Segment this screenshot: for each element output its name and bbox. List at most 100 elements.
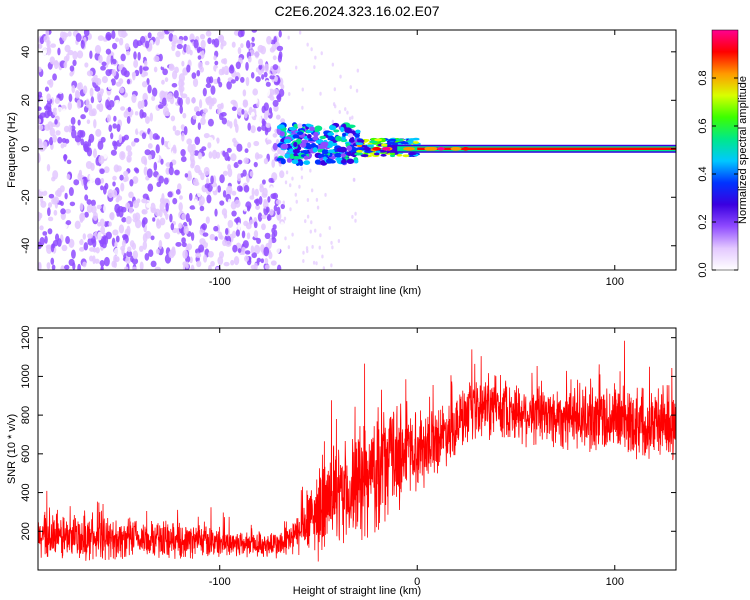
spectrogram-cell — [319, 143, 328, 149]
spectrogram-cell — [214, 236, 218, 242]
spectrogram-y-axis-title: Frequency (Hz) — [6, 112, 18, 188]
spectrogram-cell — [251, 252, 257, 259]
spectrogram-cell — [140, 155, 147, 165]
spectrogram-cell — [298, 184, 301, 189]
spectrogram-cell — [251, 30, 258, 33]
spectrogram-cell — [374, 138, 383, 142]
spectrogram-cell — [246, 205, 251, 212]
spectrogram-cell — [220, 42, 224, 50]
snr-series-line — [38, 340, 676, 562]
spectrogram-cell — [221, 124, 228, 130]
spectrogram-cell — [200, 117, 206, 126]
spectrogram-cell — [39, 237, 45, 246]
spectrogram-cell — [278, 124, 285, 129]
spectrogram-cell — [98, 54, 103, 64]
spectrogram-cell — [285, 170, 289, 175]
spectrogram-cell — [297, 131, 304, 136]
spectrogram-cell — [253, 230, 259, 238]
spectrogram-cell — [330, 240, 333, 245]
spectrogram-cell — [38, 140, 44, 149]
spectrogram-cell — [263, 157, 269, 165]
spectrogram-cell — [403, 146, 415, 151]
spectrogram-cell — [110, 149, 117, 156]
spectrogram-cell — [326, 144, 333, 149]
spectrogram-cell — [253, 97, 258, 104]
spectrogram-cell — [239, 36, 243, 44]
spectrogram-cell — [275, 199, 282, 205]
spectrogram-cell — [250, 125, 256, 134]
spectrogram-cell — [78, 247, 85, 252]
spectrogram-cell — [289, 153, 294, 160]
spectrogram-cell — [264, 264, 270, 270]
spectrogram-cell — [230, 79, 236, 84]
spectrogram-cells — [38, 30, 676, 270]
spectrogram-cell — [327, 132, 335, 136]
spectrogram-cell — [315, 139, 322, 144]
spectrogram-cell — [347, 133, 354, 138]
spectrogram-cell — [57, 47, 61, 56]
spectrogram-cell — [218, 231, 223, 240]
spectrogram-cell — [142, 240, 148, 250]
spectrogram-cell — [387, 138, 397, 142]
spectrogram-cell — [184, 173, 189, 178]
snr-panel: -100 0 100 200 400 600 800 1000 1200 Height of … — [6, 325, 677, 597]
spectrogram-cell — [211, 139, 217, 147]
spectrogram-cell — [235, 229, 240, 237]
spectrogram-cell — [45, 57, 50, 64]
spectrogram-cell — [291, 159, 299, 165]
spectrogram-cell — [123, 170, 129, 177]
spectrogram-cell — [96, 92, 102, 102]
colorbar-tick-label: 0.8 — [697, 70, 709, 85]
spectrogram-cell — [132, 176, 139, 184]
spectrogram-cell — [307, 133, 312, 139]
spectrogram-cell — [264, 258, 269, 265]
spectrogram-cell — [159, 217, 166, 226]
spectrogram-cell — [163, 177, 169, 185]
spectrogram-cell — [99, 88, 104, 95]
spectrogram-cell — [65, 220, 72, 226]
spectrogram-cell — [301, 105, 304, 110]
spectrogram-cell — [145, 230, 152, 239]
spectrogram-cell — [100, 185, 104, 191]
spectrogram-cell — [120, 106, 126, 111]
spectrogram-cell — [306, 249, 309, 254]
spectrogram-cell — [171, 44, 176, 52]
spectrogram-cell — [200, 39, 206, 49]
spectrogram-cell — [111, 30, 116, 39]
spectrogram-cell — [279, 170, 285, 179]
spectrogram-cell — [244, 250, 251, 255]
spectrogram-cell — [280, 203, 286, 210]
spectrogram-cell — [258, 58, 264, 66]
spectrogram-cell — [269, 74, 276, 80]
spectrogram-cell — [287, 245, 291, 250]
spectrogram-cell — [157, 104, 164, 109]
spectrogram-cell — [380, 143, 388, 147]
spectrogram-cell — [328, 135, 335, 140]
spectrogram-cell — [380, 153, 387, 157]
spectrogram-cell — [313, 65, 316, 70]
spectrogram-cell — [60, 166, 65, 173]
spectrogram-cell — [90, 40, 95, 51]
spectrogram-cell — [291, 176, 294, 181]
x-tick-label: -100 — [209, 576, 231, 588]
spectrogram-cell — [219, 200, 225, 206]
spectrogram-cell — [351, 115, 354, 120]
spectrogram-cell — [265, 139, 272, 145]
spectrogram-cell — [42, 231, 48, 236]
spectrogram-cell — [207, 118, 214, 127]
spectrogram-cell — [276, 206, 281, 216]
spectrogram-cell — [372, 146, 382, 151]
spectrogram-cell — [245, 61, 249, 71]
y-tick-label: 800 — [20, 406, 32, 424]
spectrogram-cell — [57, 136, 63, 144]
spectrogram-cell — [277, 53, 282, 63]
spectrogram-y-ticks: -40 -20 0 20 40 — [20, 46, 676, 254]
spectrogram-cell — [95, 128, 102, 137]
spectrogram-cell — [300, 166, 303, 171]
spectrogram-cell — [144, 253, 150, 261]
spectrogram-cell — [309, 126, 315, 131]
spectrogram-cell — [195, 111, 202, 117]
spectrogram-cell — [263, 246, 270, 257]
spectrogram-cell — [205, 30, 212, 37]
spectrogram-cell — [237, 222, 241, 231]
